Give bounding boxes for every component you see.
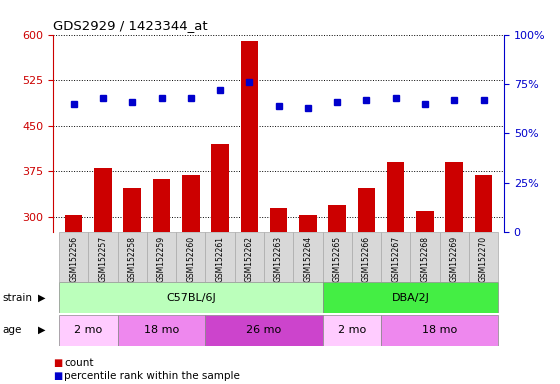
Bar — [323, 315, 381, 346]
Bar — [469, 232, 498, 282]
Text: C57BL/6J: C57BL/6J — [166, 293, 216, 303]
Text: GSM152268: GSM152268 — [421, 236, 430, 282]
Text: ■: ■ — [53, 371, 63, 381]
Bar — [176, 232, 206, 282]
Bar — [352, 232, 381, 282]
Text: ▶: ▶ — [38, 325, 46, 335]
Bar — [299, 215, 316, 384]
Bar — [206, 315, 323, 346]
Text: GSM152258: GSM152258 — [128, 236, 137, 282]
Bar — [59, 232, 88, 282]
Text: GSM152257: GSM152257 — [99, 236, 108, 283]
Bar — [59, 282, 323, 313]
Text: GSM152260: GSM152260 — [186, 236, 195, 283]
Text: ■: ■ — [53, 358, 63, 368]
Text: count: count — [64, 358, 94, 368]
Text: GSM152269: GSM152269 — [450, 236, 459, 283]
Bar — [211, 144, 229, 384]
Bar — [328, 205, 346, 384]
Bar — [293, 232, 323, 282]
Bar — [94, 169, 112, 384]
Text: 2 mo: 2 mo — [338, 325, 366, 335]
Bar — [264, 232, 293, 282]
Text: 2 mo: 2 mo — [74, 325, 102, 335]
Text: 26 mo: 26 mo — [246, 325, 282, 335]
Bar — [270, 208, 287, 384]
Text: 18 mo: 18 mo — [144, 325, 179, 335]
Bar — [88, 232, 118, 282]
Bar — [475, 174, 492, 384]
Bar — [381, 315, 498, 346]
Bar — [440, 232, 469, 282]
Bar — [416, 211, 434, 384]
Bar — [147, 232, 176, 282]
Bar — [153, 179, 170, 384]
Bar — [123, 188, 141, 384]
Text: ▶: ▶ — [38, 293, 46, 303]
Text: GSM152263: GSM152263 — [274, 236, 283, 283]
Text: strain: strain — [3, 293, 33, 303]
Bar — [410, 232, 440, 282]
Bar — [445, 162, 463, 384]
Text: GSM152270: GSM152270 — [479, 236, 488, 283]
Text: GSM152265: GSM152265 — [333, 236, 342, 283]
Text: percentile rank within the sample: percentile rank within the sample — [64, 371, 240, 381]
Bar — [118, 232, 147, 282]
Bar — [59, 315, 118, 346]
Text: GSM152261: GSM152261 — [216, 236, 225, 282]
Text: age: age — [3, 325, 22, 335]
Bar — [358, 188, 375, 384]
Text: 18 mo: 18 mo — [422, 325, 457, 335]
Bar — [323, 232, 352, 282]
Bar — [235, 232, 264, 282]
Bar — [118, 315, 206, 346]
Text: GSM152259: GSM152259 — [157, 236, 166, 283]
Text: GSM152262: GSM152262 — [245, 236, 254, 282]
Text: GSM152267: GSM152267 — [391, 236, 400, 283]
Bar — [65, 215, 82, 384]
Text: GDS2929 / 1423344_at: GDS2929 / 1423344_at — [53, 19, 208, 32]
Text: DBA/2J: DBA/2J — [391, 293, 430, 303]
Text: GSM152266: GSM152266 — [362, 236, 371, 283]
Bar — [182, 174, 199, 384]
Bar — [206, 232, 235, 282]
Bar — [387, 162, 404, 384]
Text: GSM152256: GSM152256 — [69, 236, 78, 283]
Bar — [381, 232, 410, 282]
Bar — [323, 282, 498, 313]
Bar — [241, 41, 258, 384]
Text: GSM152264: GSM152264 — [304, 236, 312, 283]
